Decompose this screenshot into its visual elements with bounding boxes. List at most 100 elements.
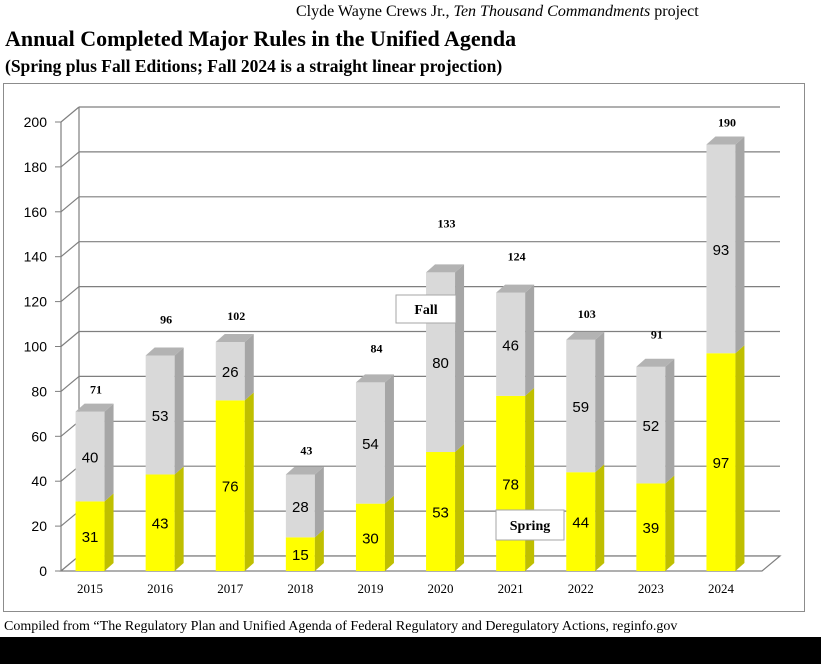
bar-fall-2016-top <box>145 347 184 356</box>
bar-fall-2024-top <box>706 136 745 145</box>
spring-value-label: 53 <box>432 505 449 522</box>
total-value-label: 84 <box>370 341 382 355</box>
bar-fall-2019-top <box>355 374 394 383</box>
y-tick-label: 160 <box>24 204 48 220</box>
bar-spring-2024-front <box>706 353 736 571</box>
stacked-bar-chart: 0 20 40 60 80 100 120 140 160 180 200 31 40 2015 43 53 2… <box>24 106 782 596</box>
legend-spring-box <box>495 509 565 541</box>
y-tick-label: 180 <box>24 159 48 175</box>
grid-diagonal-200 <box>60 106 80 123</box>
x-tick-label: 2023 <box>638 581 664 596</box>
bar-fall-2021-top <box>496 284 535 293</box>
bar-fall-2018-front <box>285 474 315 538</box>
bar-fall-2016-side <box>174 347 184 475</box>
total-value-label: 43 <box>300 443 312 457</box>
total-value-label: 103 <box>578 307 596 321</box>
bar-fall-2023-side <box>665 358 675 484</box>
bar-fall-2024-side <box>735 136 745 354</box>
bar-fall-2015-top <box>75 403 114 412</box>
bar-fall-2022-top <box>566 331 605 340</box>
bar-fall-2018-side <box>314 466 324 538</box>
total-value-label: 71 <box>90 383 102 397</box>
total-value-label: 91 <box>651 328 663 342</box>
x-tick-label: 2024 <box>708 581 735 596</box>
bar-spring-2015-side <box>104 493 114 571</box>
bar-spring-2017-side <box>244 392 254 571</box>
bar-spring-2021-front <box>496 395 526 571</box>
bar-spring-2022-front <box>566 472 596 571</box>
bar-fall-2016-front <box>145 355 175 475</box>
grid-diagonal-100 <box>60 331 80 347</box>
credit-line: Clyde Wayne Crews Jr., Ten Thousand Comm… <box>296 3 699 21</box>
bar-fall-2015-front <box>75 411 105 502</box>
bar-spring-2018-side <box>314 529 324 571</box>
total-value-label: 190 <box>718 115 736 129</box>
bar-spring-2023-side <box>665 475 675 571</box>
x-tick-label: 2021 <box>498 581 524 596</box>
bar-spring-2016-side <box>174 466 184 571</box>
fall-value-label: 28 <box>292 499 309 516</box>
bar-spring-2019-side <box>384 495 394 571</box>
total-value-label: 96 <box>160 312 172 326</box>
bar-spring-2018-front <box>285 537 315 571</box>
fall-value-label: 46 <box>502 337 519 354</box>
bar-fall-2020-top <box>426 264 465 273</box>
bar-fall-2017-top <box>215 334 254 343</box>
bar-spring-2016-front <box>145 474 175 571</box>
credit-author: Clyde Wayne Crews Jr., <box>296 3 450 20</box>
fall-value-label: 80 <box>432 355 449 372</box>
y-tick-label: 140 <box>24 249 48 265</box>
y-tick-label: 200 <box>24 114 48 130</box>
legend-fall-label: Fall <box>414 303 437 318</box>
bar-fall-2021-front <box>496 292 526 396</box>
grid-diagonal-120 <box>60 286 80 303</box>
source-note: Compiled from “The Regulatory Plan and U… <box>4 619 678 634</box>
x-tick-label: 2016 <box>147 581 174 596</box>
total-value-label: 133 <box>438 216 456 230</box>
fall-value-label: 59 <box>572 399 589 416</box>
x-tick-label: 2017 <box>217 581 244 596</box>
bar-fall-2023-front <box>636 366 666 484</box>
fall-value-label: 93 <box>713 242 730 259</box>
x-tick-label: 2018 <box>287 581 313 596</box>
bar-spring-2021-side <box>525 387 535 571</box>
x-tick-label: 2020 <box>428 581 454 596</box>
legend-spring-label: Spring <box>510 519 550 534</box>
spring-value-label: 31 <box>82 529 99 546</box>
bar-spring-2020-front <box>426 452 456 571</box>
spring-value-label: 76 <box>222 479 239 496</box>
spring-value-label: 43 <box>152 516 169 533</box>
bar-fall-2022-side <box>595 331 605 473</box>
bar-spring-2022-side <box>595 464 605 571</box>
chart-title: Annual Completed Major Rules in the Unif… <box>5 26 517 51</box>
y-tick-label: 20 <box>31 518 47 534</box>
bar-spring-2023-front <box>636 483 666 571</box>
credit-project: Ten Thousand Commandments <box>453 3 651 20</box>
x-tick-label: 2022 <box>568 581 594 596</box>
bar-spring-2020-side <box>455 444 465 571</box>
spring-value-label: 78 <box>502 476 519 493</box>
spring-value-label: 30 <box>362 530 379 547</box>
fall-value-label: 53 <box>152 408 169 425</box>
bar-fall-2021-side <box>525 284 535 396</box>
y-tick-label: 60 <box>31 428 47 444</box>
grid-diagonal-180 <box>60 151 80 168</box>
x-tick-label: 2015 <box>77 581 103 596</box>
y-tick-label: 100 <box>24 339 48 355</box>
y-tick-label: 0 <box>39 563 47 579</box>
fall-value-label: 26 <box>222 364 239 381</box>
y-tick-label: 120 <box>24 294 48 310</box>
spring-value-label: 15 <box>292 547 309 564</box>
total-value-label: 124 <box>508 250 526 264</box>
bar-fall-2022-front <box>566 339 596 473</box>
bar-fall-2017-side <box>244 334 254 401</box>
x-tick-label: 2019 <box>357 581 383 596</box>
fall-value-label: 40 <box>82 450 99 467</box>
bar-fall-2019-front <box>355 382 385 504</box>
chart-frame: 0 20 40 60 80 100 120 140 160 180 200 31 40 2015 43 53 2… <box>3 83 805 612</box>
grid-diagonal-80 <box>60 375 80 392</box>
bar-fall-2023-top <box>636 358 675 367</box>
fall-value-label: 54 <box>362 436 379 453</box>
bar-spring-2015-front <box>75 501 105 571</box>
bar-spring-2019-front <box>355 503 385 571</box>
